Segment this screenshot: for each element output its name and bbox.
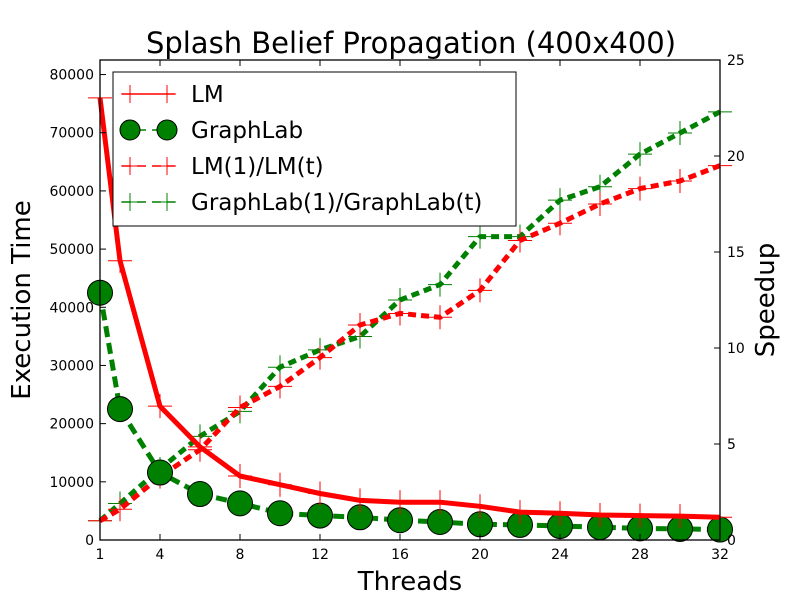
legend-marker xyxy=(156,119,178,141)
data-point xyxy=(428,305,452,330)
x-tick-label: 24 xyxy=(551,547,569,563)
y-tick-label: 80000 xyxy=(49,68,94,84)
y2-ticks: 0 5 10 15 20 25 xyxy=(714,53,745,549)
legend-label: LM xyxy=(191,82,224,108)
y2-tick-label: 10 xyxy=(727,341,745,357)
legend-entries: LM GraphLab LM(1)/LM(t) GraphLab(1)/GraphLa… xyxy=(119,82,482,216)
legend-label: LM(1)/LM(t) xyxy=(191,154,324,180)
data-point xyxy=(348,312,372,337)
y-tick-label: 60000 xyxy=(49,184,94,200)
data-point xyxy=(628,503,652,528)
legend-entry-3: GraphLab(1)/GraphLab(t) xyxy=(121,190,482,216)
data-point xyxy=(107,396,133,423)
plot-frame xyxy=(99,59,721,541)
legend-entry-0: LM xyxy=(121,82,224,108)
y-ticks: 0 10000 20000 30000 40000 50000 60000 70000 8000… xyxy=(49,68,106,549)
data-point xyxy=(268,472,292,497)
legend-marker xyxy=(119,119,141,141)
y-tick-label: 70000 xyxy=(49,126,94,142)
data-point xyxy=(228,464,252,488)
y-tick-label: 20000 xyxy=(49,417,94,433)
data-point xyxy=(468,224,492,249)
data-point xyxy=(548,501,572,526)
data-point xyxy=(668,120,692,145)
y-tick-label: 30000 xyxy=(49,358,94,374)
data-point xyxy=(428,490,452,515)
x-ticks: 1 4 8 12 16 20 24 28 32 xyxy=(96,60,729,563)
x-tick-label: 16 xyxy=(391,547,409,563)
y2-axis-title: Speedup xyxy=(751,243,781,358)
x-tick-label: 28 xyxy=(631,547,649,563)
data-point xyxy=(508,228,532,253)
data-point xyxy=(187,481,213,508)
data-point xyxy=(108,497,132,522)
data-point xyxy=(588,502,612,527)
data-point xyxy=(228,395,252,420)
y-axis-title: Execution Time xyxy=(7,200,37,399)
x-tick-label: 20 xyxy=(471,547,489,563)
x-tick-label: 32 xyxy=(711,547,729,563)
y-tick-label: 10000 xyxy=(49,475,94,491)
y-tick-label: 0 xyxy=(85,533,94,549)
data-point xyxy=(628,142,652,167)
data-point xyxy=(268,374,292,399)
x-axis-title: Threads xyxy=(357,567,462,597)
plot-series xyxy=(87,85,733,543)
x-tick-label: 8 xyxy=(236,547,245,563)
data-point xyxy=(188,434,212,459)
data-point xyxy=(668,504,692,529)
x-tick-label: 1 xyxy=(96,547,105,563)
data-point xyxy=(108,248,132,273)
data-point xyxy=(348,488,372,513)
data-point xyxy=(548,188,572,213)
legend-box xyxy=(112,71,517,227)
legend: LM GraphLab LM(1)/LM(t) GraphLab(1)/GraphLa… xyxy=(112,71,517,227)
y2-tick-label: 15 xyxy=(727,245,745,261)
data-point xyxy=(388,490,412,515)
data-point xyxy=(468,494,492,519)
legend-entry-2: LM(1)/LM(t) xyxy=(121,154,324,180)
y2-tick-label: 5 xyxy=(727,437,736,453)
data-point xyxy=(468,278,492,303)
legend-label: GraphLab xyxy=(191,118,303,144)
data-point xyxy=(588,192,612,216)
y2-tick-label: 25 xyxy=(727,53,745,69)
chart-title: Splash Belief Propagation (400x400) xyxy=(146,26,676,60)
data-point xyxy=(308,345,332,370)
data-point xyxy=(148,394,172,419)
data-point xyxy=(508,500,532,525)
data-point xyxy=(668,168,692,193)
y2-tick-label: 0 xyxy=(727,533,736,549)
data-point xyxy=(628,176,652,201)
legend-label: GraphLab(1)/GraphLab(t) xyxy=(191,190,482,216)
series-1 xyxy=(87,279,733,543)
data-point xyxy=(227,490,253,517)
y-tick-label: 40000 xyxy=(49,300,94,316)
data-point xyxy=(308,481,332,506)
x-tick-label: 4 xyxy=(156,547,165,563)
data-point xyxy=(548,211,572,236)
data-point xyxy=(307,502,333,529)
series-line xyxy=(97,292,721,532)
data-point xyxy=(147,459,173,486)
y2-tick-label: 20 xyxy=(727,149,745,165)
x-tick-label: 12 xyxy=(311,547,329,563)
data-point xyxy=(388,301,412,326)
legend-entry-1: GraphLab xyxy=(119,118,303,144)
y-tick-label: 50000 xyxy=(49,242,94,258)
data-point xyxy=(267,500,293,527)
data-point xyxy=(428,272,452,297)
